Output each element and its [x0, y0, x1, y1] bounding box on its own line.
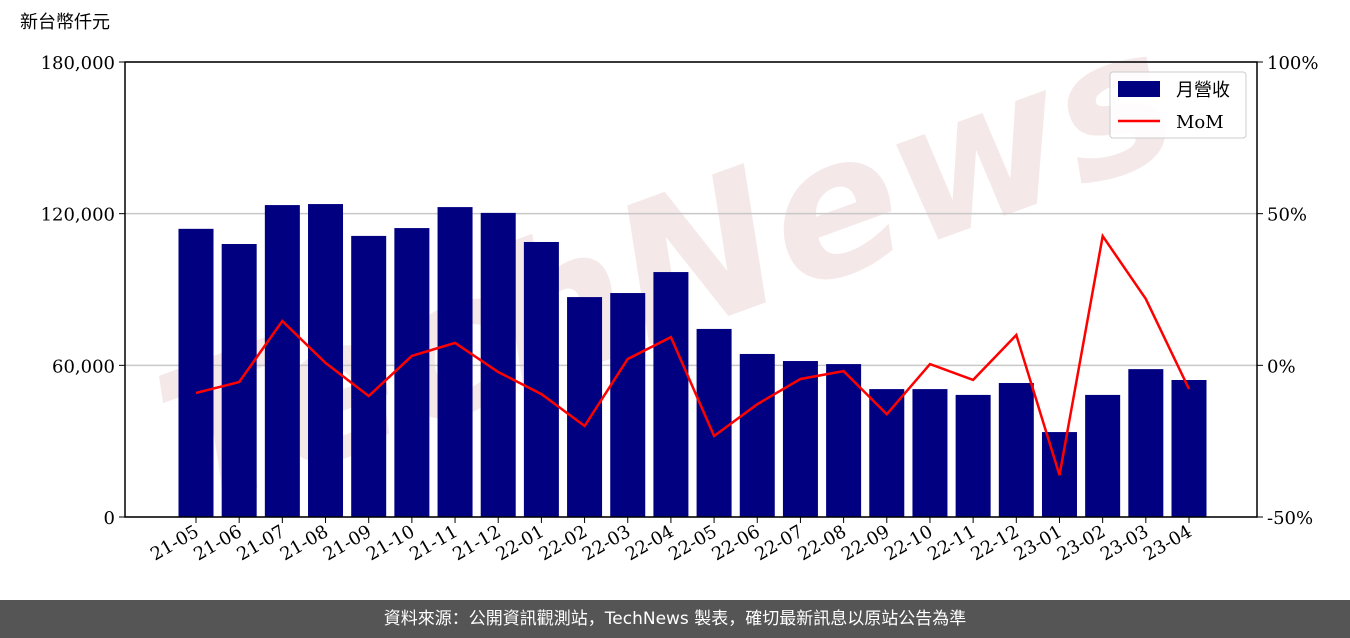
x-tick-label: 22-10: [881, 521, 936, 565]
x-tick-label: 22-07: [751, 521, 806, 565]
x-tick-label: 21-09: [320, 521, 375, 565]
bar: [912, 389, 948, 517]
x-tick-label: 21-05: [147, 521, 202, 565]
legend-swatch: [1118, 81, 1160, 97]
plot-frame: [124, 61, 1258, 518]
y-tick-label: 180,000: [41, 53, 115, 74]
bar: [523, 241, 559, 517]
bar: [739, 353, 775, 517]
bar: [869, 389, 905, 517]
x-tick-label: 21-12: [449, 521, 504, 565]
legend-label: 月營收: [1176, 80, 1230, 101]
x-tick-label: 22-02: [536, 521, 591, 565]
x-tick-label: 21-11: [406, 521, 461, 565]
y-tick-label: 0: [104, 508, 115, 529]
y2-tick-label: 100%: [1267, 53, 1318, 74]
chart: 新台幣仟元 TechNews060,000120,000180,000-50%0…: [20, 0, 1318, 565]
bar: [1085, 394, 1121, 517]
x-tick-label: 22-12: [967, 521, 1022, 565]
legend-label: MoM: [1176, 112, 1224, 133]
bar: [955, 394, 991, 517]
bar: [696, 328, 732, 517]
line: [195, 232, 1191, 476]
bar: [1171, 379, 1207, 517]
x-tick-label: 22-05: [665, 521, 720, 565]
y-axis-unit: 新台幣仟元: [20, 12, 110, 33]
bar: [264, 205, 300, 518]
bar: [653, 272, 689, 517]
bar: [308, 204, 344, 518]
y2-tick-label: 50%: [1267, 205, 1307, 226]
legend: 月營收 MoM: [1109, 71, 1247, 139]
bar: [610, 293, 646, 517]
bar: [394, 228, 430, 517]
x-tick-label: 23-03: [1097, 521, 1152, 565]
x-tick-label: 22-04: [622, 521, 677, 565]
bar: [826, 364, 862, 517]
bar: [351, 235, 387, 517]
x-tick-label: 22-03: [579, 521, 634, 565]
x-tick-label: 22-01: [492, 521, 547, 565]
x-tick-label: 23-04: [1140, 521, 1195, 565]
x-tick-label: 22-11: [924, 521, 979, 565]
x-tick-label: 22-09: [838, 521, 893, 565]
x-tick-label: 22-06: [708, 521, 763, 565]
y-tick-label: 60,000: [52, 356, 115, 377]
x-tick-label: 23-02: [1054, 521, 1109, 565]
bar: [782, 361, 818, 517]
bar: [998, 383, 1034, 517]
bar: [178, 228, 214, 518]
y2-tick-label: 0%: [1267, 356, 1296, 377]
bar: [437, 207, 473, 517]
x-tick-label: 21-08: [277, 521, 332, 565]
footer: 資料來源：公開資訊觀測站，TechNews 製表，確切最新訊息以原站公告為準: [0, 600, 1350, 638]
bar: [1128, 369, 1164, 517]
x-tick-label: 21-10: [363, 521, 418, 565]
x-tick-label: 22-08: [795, 521, 850, 565]
y-tick-label: 120,000: [41, 205, 115, 226]
y2-tick-label: -50%: [1267, 508, 1313, 529]
x-tick-label: 23-01: [1011, 521, 1066, 565]
